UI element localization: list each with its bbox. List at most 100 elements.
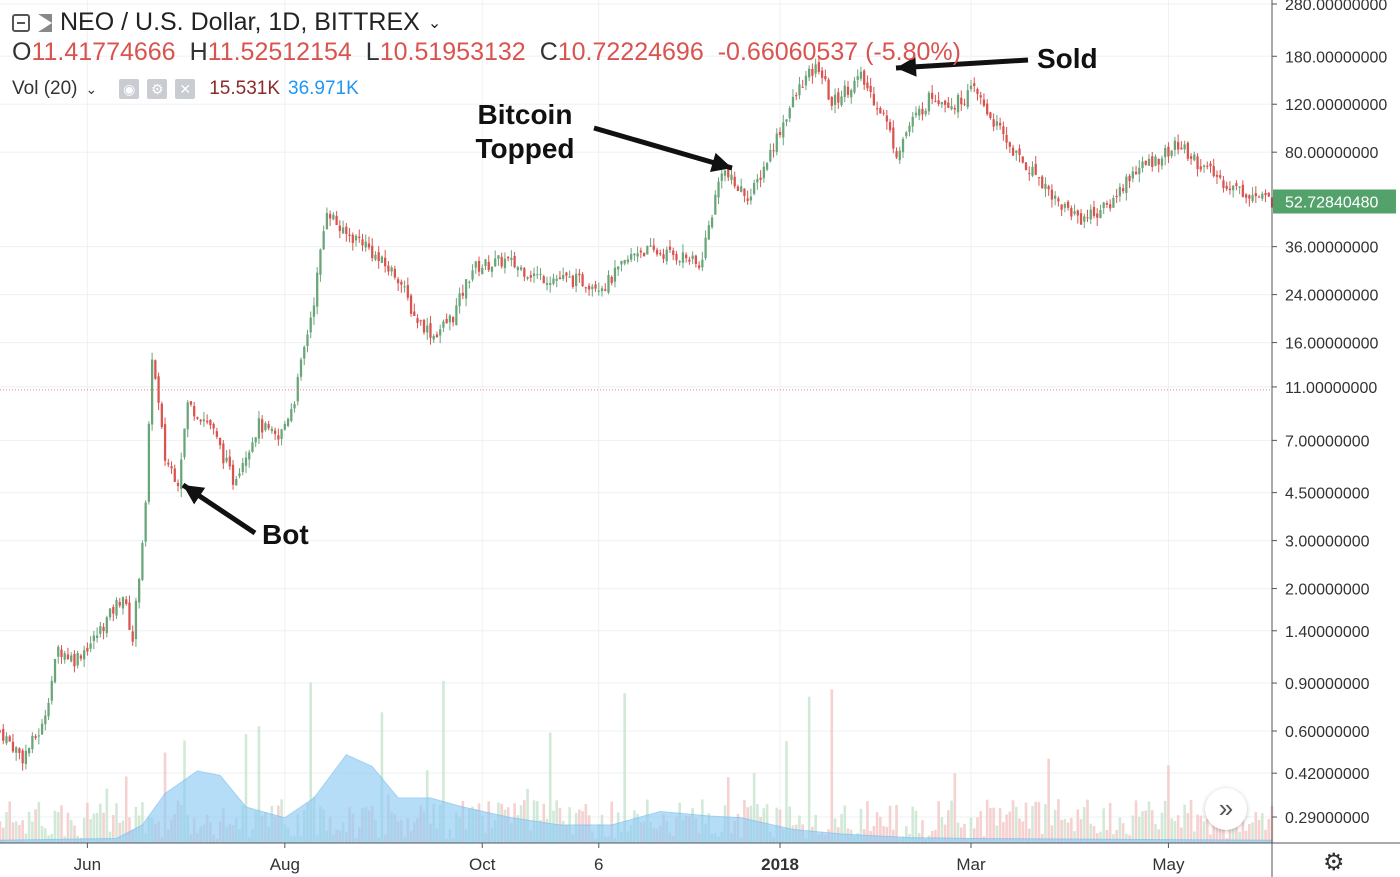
candle-body: [1076, 210, 1079, 216]
candle: [659, 249, 662, 257]
volume-bar: [442, 680, 445, 843]
candle-body: [1248, 195, 1251, 199]
candle: [1164, 144, 1167, 166]
candle: [1018, 144, 1021, 163]
volume-bar: [940, 817, 944, 843]
candle-body: [798, 84, 801, 96]
volume-bar: [53, 810, 57, 843]
candle: [225, 449, 228, 464]
candle: [461, 284, 464, 300]
candle: [435, 331, 439, 338]
candle-body: [83, 650, 86, 660]
volume-bar: [1150, 810, 1154, 843]
candle-body: [1212, 165, 1215, 177]
volume-bar: [73, 825, 76, 843]
candle: [231, 459, 235, 490]
candle-body: [1102, 202, 1105, 209]
x-tick-label: 2018: [761, 855, 799, 874]
volume-bar: [1257, 819, 1261, 843]
candle: [513, 251, 516, 269]
flag-icon[interactable]: [38, 13, 52, 32]
candle-body: [44, 715, 47, 725]
volume-bar: [1105, 829, 1109, 843]
candle: [934, 94, 937, 103]
candle: [600, 285, 604, 297]
candle-body: [830, 96, 833, 106]
gear-icon[interactable]: ⚙: [147, 79, 168, 99]
candle: [11, 733, 15, 754]
candle-body: [846, 86, 850, 95]
candle: [976, 87, 979, 101]
volume-bar: [976, 817, 979, 843]
candle: [691, 251, 694, 264]
volume-bar: [610, 801, 614, 843]
candle: [490, 266, 494, 278]
settings-gear-icon[interactable]: ⚙: [1323, 849, 1345, 876]
candle: [1180, 141, 1183, 150]
candle-body: [549, 283, 552, 285]
candle-body: [1241, 184, 1245, 197]
volume-bar: [1189, 799, 1193, 843]
candle: [332, 212, 335, 221]
candle-body: [1134, 171, 1138, 175]
annotation-sold: Sold: [1037, 43, 1098, 74]
chevron-down-icon[interactable]: ⌄: [85, 80, 98, 97]
candle: [286, 417, 290, 428]
candle-body: [105, 617, 108, 634]
eye-icon[interactable]: ◉: [119, 79, 140, 99]
collapse-icon[interactable]: [12, 13, 30, 32]
candle-body: [209, 420, 212, 426]
annotation-bot: Bot: [262, 519, 309, 550]
candle: [445, 313, 448, 324]
candle: [380, 255, 384, 264]
y-tick-label: 3.00000000: [1285, 534, 1370, 551]
candle-body: [1083, 216, 1086, 222]
close-icon[interactable]: ✕: [175, 79, 196, 99]
volume-bar: [1118, 817, 1122, 843]
candle-body: [649, 245, 652, 247]
candle-body: [610, 276, 613, 284]
chevron-down-icon[interactable]: ⌄: [427, 14, 442, 32]
volume-bar: [726, 777, 730, 843]
volume-bar: [866, 801, 869, 843]
candle: [341, 220, 345, 234]
volume-bar: [1218, 817, 1222, 843]
candle-body: [358, 236, 361, 239]
volume-bar: [27, 811, 31, 843]
candle: [1167, 142, 1170, 164]
candle-body: [1089, 209, 1092, 220]
volume-bar: [1108, 802, 1112, 843]
time-axis[interactable]: Jun Aug Oct 6 2018 Mar May: [74, 843, 1185, 874]
candle: [1183, 140, 1186, 154]
candle-body: [817, 62, 821, 72]
scroll-to-realtime-button[interactable]: »: [1205, 788, 1247, 830]
volume-bar: [1086, 799, 1089, 843]
volume-label[interactable]: Vol (20): [12, 78, 78, 99]
candle: [484, 258, 487, 270]
candle: [393, 265, 397, 280]
candle: [519, 264, 523, 272]
candle-body: [50, 680, 53, 701]
candle: [273, 427, 277, 440]
price-axis[interactable]: 280.00000000 180.00000000 120.00000000 80.0…: [1272, 0, 1387, 827]
candle: [290, 403, 293, 423]
candle-body: [597, 290, 600, 292]
volume-bar: [141, 802, 144, 843]
symbol-title[interactable]: NEO / U.S. Dollar, 1D, BITTREX: [60, 8, 420, 36]
candle: [526, 276, 529, 281]
candle-body: [257, 418, 261, 439]
candle: [329, 210, 332, 226]
volume-bar: [1235, 812, 1238, 843]
volume-bar: [18, 824, 21, 843]
candle-body: [390, 267, 393, 272]
candle: [833, 88, 837, 114]
candle: [733, 171, 736, 189]
candle: [322, 225, 325, 251]
candle-body: [70, 655, 73, 662]
volume-bar: [989, 807, 992, 843]
candle-body: [753, 183, 756, 194]
candle-body: [400, 281, 403, 285]
candle-body: [1047, 186, 1050, 190]
candle: [367, 236, 371, 250]
